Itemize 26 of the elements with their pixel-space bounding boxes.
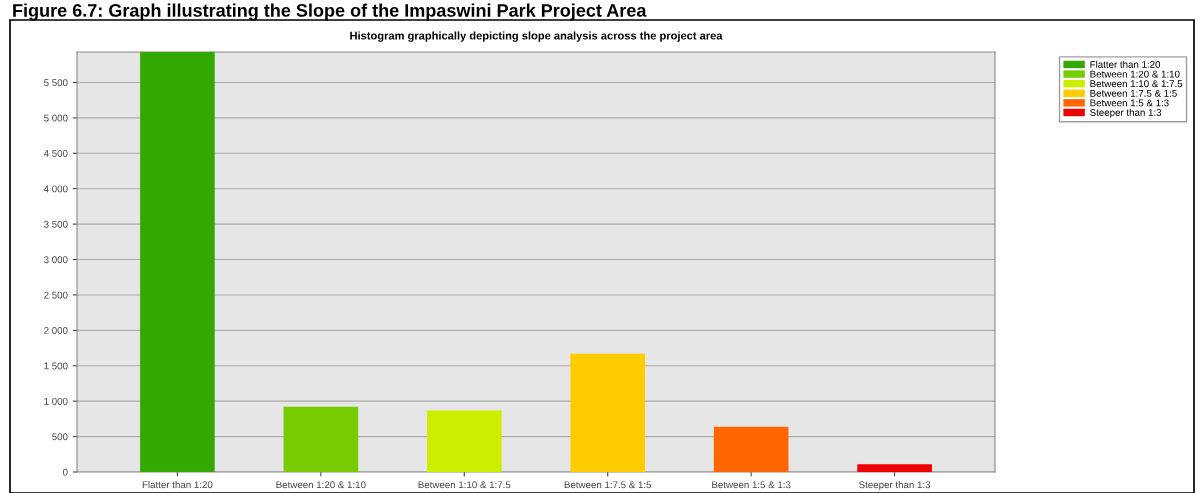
legend-label: Flatter than 1:20 [1090, 60, 1161, 68]
chart-title: Histogram graphically depicting slope analysis across the project area [350, 31, 723, 42]
y-tick-label: 2 000 [44, 327, 68, 334]
legend-label: Steeper than 1:3 [1090, 108, 1162, 118]
x-tick-label: Between 1:7.5 & 1:5 [564, 481, 652, 489]
legend-label: Between 1:20 & 1:10 [1090, 70, 1180, 78]
y-tick-label: 1 500 [44, 362, 68, 370]
y-tick-label: 0 [62, 468, 68, 476]
x-tick-label: Between 1:10 & 1:7.5 [418, 481, 511, 489]
y-tick-label: 3 500 [44, 220, 68, 228]
y-tick-label: 4 500 [43, 150, 68, 157]
x-tick-label: Steeper than 1:3 [859, 481, 931, 491]
y-tick-label: 3 000 [44, 256, 68, 264]
legend-label: Between 1:5 & 1:3 [1090, 99, 1169, 107]
y-tick-label: 4 000 [43, 185, 68, 193]
x-tick-label: Between 1:5 & 1:3 [712, 481, 791, 489]
x-tick-label: Between 1:20 & 1:10 [276, 481, 366, 489]
y-tick-label: 1 000 [44, 397, 68, 405]
x-tick-label: Flatter than 1:20 [142, 481, 213, 489]
y-tick-label: 5 500 [44, 79, 68, 87]
caption: Figure 6.7: Graph illustrating the Slope of the Impaswini Park Project Area [13, 3, 647, 21]
y-tick-label: 2 500 [44, 291, 68, 299]
y-tick-label: 5 000 [44, 114, 68, 122]
legend-label: Between 1:10 & 1:7.5 [1090, 80, 1183, 88]
y-tick-label: 500 [52, 433, 68, 441]
legend-label: Between 1:7.5 & 1:5 [1090, 89, 1177, 97]
